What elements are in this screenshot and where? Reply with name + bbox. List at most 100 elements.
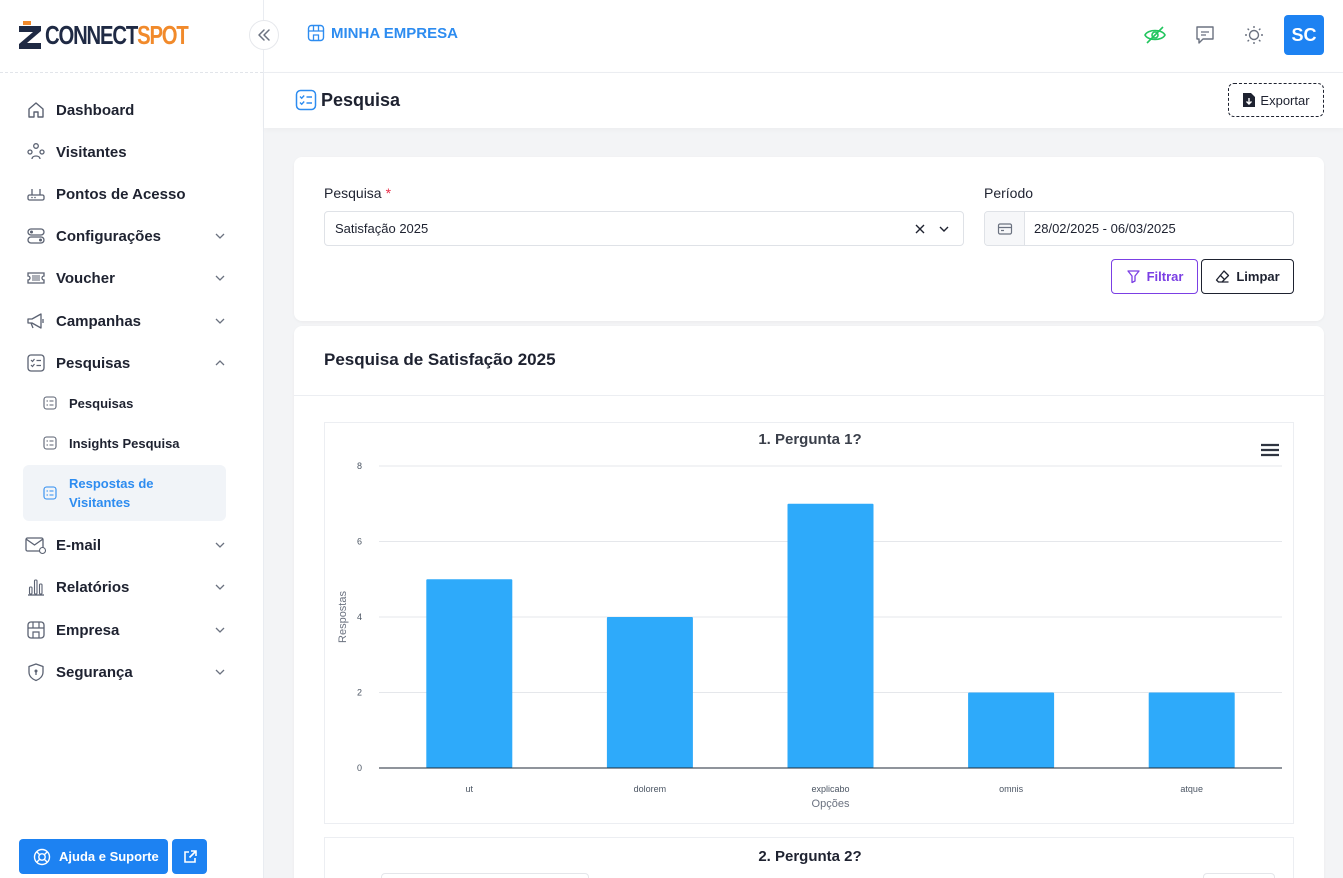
eraser-icon [1216,270,1230,283]
required-mark: * [385,185,392,201]
company-name: MINHA EMPRESA [331,24,458,42]
chart-question-1: 0 2 4 6 8 ut dolorem explicabo omnis atque Opções R… [324,422,1294,824]
topbar: MINHA EMPRESA SC [264,0,1343,73]
x-tick-label: ut [466,784,474,794]
visibility-toggle-button[interactable] [1142,22,1168,48]
chart-control[interactable] [1203,873,1275,878]
sidebar-item-relatorios[interactable]: Relatórios [23,570,226,604]
sidebar-item-dashboard[interactable]: Dashboard [23,93,226,127]
y-tick-label: 2 [357,688,362,698]
sidebar-item-label: Empresa [56,621,120,639]
survey-title: Pesquisa de Satisfação 2025 [324,350,556,369]
clear-button[interactable]: Limpar [1201,259,1294,294]
filter-icon [1126,270,1140,284]
x-tick-label: explicabo [811,784,849,794]
sidebar-item-label: Voucher [56,269,115,287]
sidebar-item-label: Configurações [56,227,162,245]
eye-off-icon [1144,26,1166,44]
period-value: 28/02/2025 - 06/03/2025 [1034,221,1176,236]
megaphone-icon [25,310,47,332]
sidebar-item-pesquisas[interactable]: Pesquisas [23,346,226,380]
bar-chart-icon [25,576,47,598]
sidebar-subitem-insights-pesquisa[interactable]: Insights Pesquisa [23,432,226,454]
company-selector[interactable]: MINHA EMPRESA [307,24,458,42]
sidebar-item-configuracoes[interactable]: Configurações [23,219,226,253]
chat-button[interactable] [1192,22,1218,48]
page-title-text: Pesquisa [321,89,401,110]
y-tick-label: 0 [357,763,362,773]
lifebuoy-icon [33,848,51,865]
x-tick-label: omnis [999,784,1024,794]
clear-selection-icon[interactable] [913,222,927,236]
store-icon [25,619,47,641]
checklist-icon [43,396,57,410]
checklist-icon [25,352,47,374]
sidebar-item-visitantes[interactable]: Visitantes [23,135,226,169]
logo-row: CONNECTSPOT [0,0,263,73]
period-label: Período [984,185,1034,201]
page-header: Pesquisa Exportar [264,73,1343,128]
x-tick-label: dolorem [634,784,667,794]
survey-label-text: Pesquisa [324,185,382,201]
chart-control[interactable] [381,873,589,878]
sun-icon [1245,26,1263,44]
survey-select[interactable]: Satisfação 2025 [324,211,964,246]
chart-question-2: 2. Pergunta 2? [324,837,1294,878]
checklist-icon [43,486,57,500]
sidebar-subitem-label: Insights Pesquisa [69,435,180,451]
user-avatar[interactable]: SC [1284,15,1324,55]
export-button[interactable]: Exportar [1228,83,1324,117]
filter-card: Pesquisa * Satisfação 2025 Período 28/02/… [294,157,1324,321]
sidebar-item-seguranca[interactable]: Segurança [23,655,226,689]
chevron-down-icon [215,584,225,590]
x-tick-label: atque [1180,784,1203,794]
menu-icon[interactable] [1261,443,1279,457]
users-icon [25,141,47,163]
filter-button[interactable]: Filtrar [1111,259,1198,294]
y-tick-label: 4 [357,612,362,622]
sidebar-subitem-label: Respostas de Visitantes [69,476,154,510]
sidebar-item-label: Pontos de Acesso [56,185,186,203]
chevron-down-icon [215,542,225,548]
home-icon [25,99,47,121]
survey-select-value: Satisfação 2025 [335,221,429,236]
sidebar-item-label: Relatórios [56,578,130,596]
brand-logo[interactable]: CONNECTSPOT [19,20,228,50]
external-link-icon [183,849,197,863]
y-axis-label: Respostas [337,591,349,643]
chevron-down-icon[interactable] [937,222,951,236]
chevrons-left-icon [258,29,270,41]
shield-icon [25,661,47,683]
survey-label: Pesquisa * [324,185,391,201]
chevron-down-icon [215,275,225,281]
external-link-button[interactable] [172,839,207,874]
sidebar-item-label: E-mail [56,536,102,554]
sidebar-item-empresa[interactable]: Empresa [23,613,226,647]
export-label: Exportar [1260,92,1310,108]
toggle-icon [25,225,47,247]
sidebar-item-pontos-de-acesso[interactable]: Pontos de Acesso [23,177,226,211]
sidebar-subitem-pesquisas[interactable]: Pesquisas [23,392,226,414]
sidebar-collapse-button[interactable] [249,20,279,50]
sidebar-item-label: Visitantes [56,143,127,161]
ticket-icon [25,267,47,289]
sidebar-subitem-label: Pesquisas [69,395,134,411]
sidebar-item-campanhas[interactable]: Campanhas [23,304,226,338]
theme-toggle-button[interactable] [1241,22,1267,48]
chart-title: 2. Pergunta 2? [758,848,862,865]
sidebar: CONNECTSPOT Dashboard Visitantes Pontos … [0,0,279,878]
period-date-range[interactable]: 28/02/2025 - 06/03/2025 [984,211,1294,246]
sidebar-item-email[interactable]: E-mail [23,528,226,562]
divider [294,395,1324,396]
help-support-button[interactable]: Ajuda e Suporte [19,839,168,874]
help-support-label: Ajuda e Suporte [59,849,159,864]
bar [606,617,693,768]
bar [426,579,513,768]
brand-name-1: CONNECT [45,20,138,50]
sidebar-item-voucher[interactable]: Voucher [23,261,226,295]
page-title: Pesquisa [295,89,400,111]
sidebar-subitem-respostas-de-visitantes[interactable]: Respostas de Visitantes [23,465,226,521]
sidebar-item-label: Dashboard [56,101,135,119]
y-tick-label: 6 [357,537,362,547]
bar [1148,692,1235,768]
